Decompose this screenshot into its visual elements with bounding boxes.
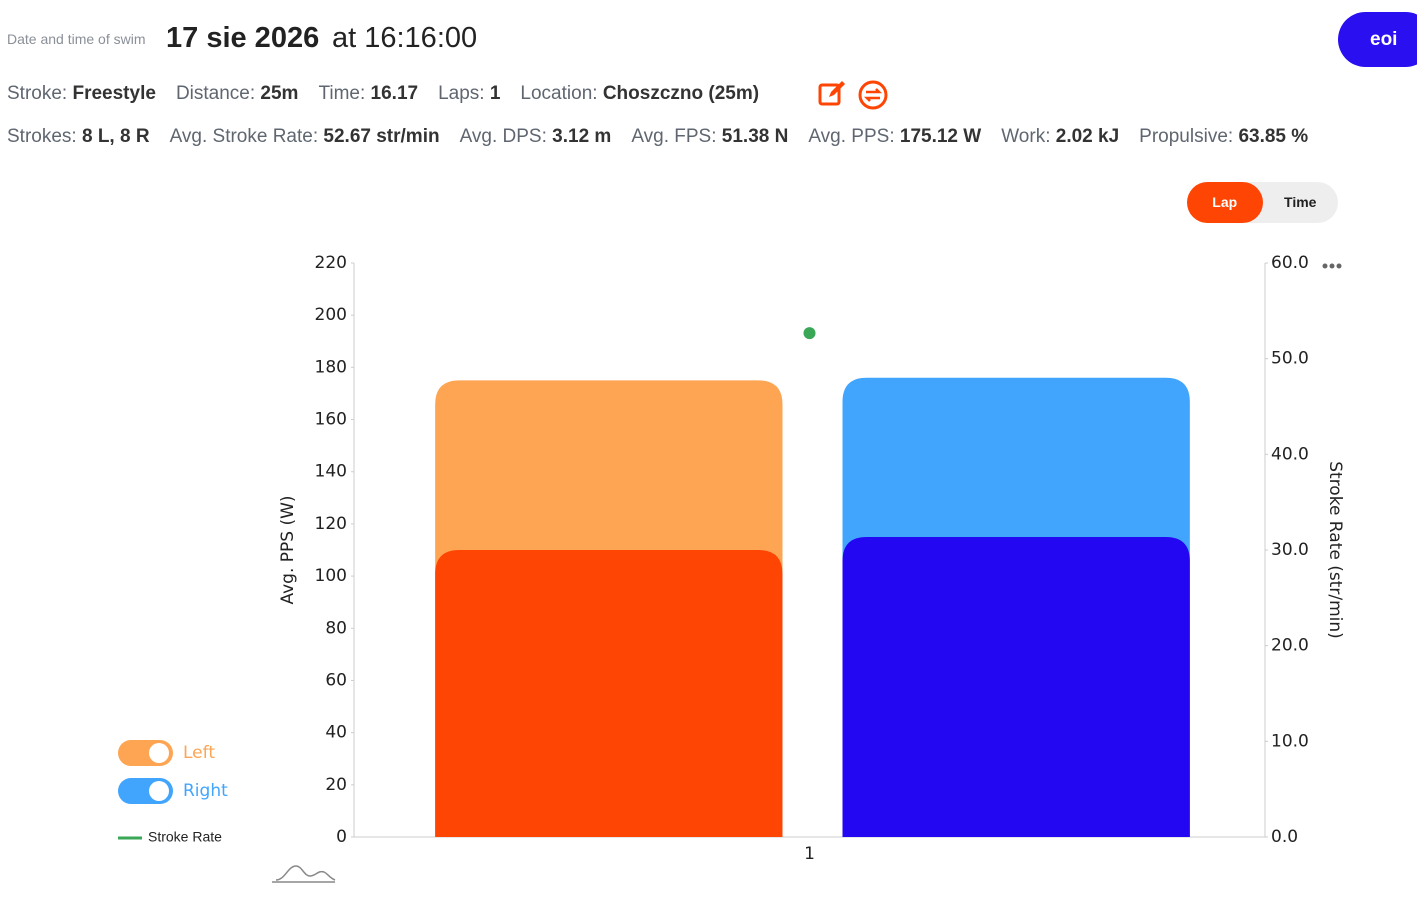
y2-tick-label: 60.0 [1271, 253, 1309, 273]
legend-toggle[interactable] [118, 740, 173, 766]
stat: Strokes: 8 L, 8 R [7, 126, 150, 148]
y2-tick-label: 50.0 [1271, 349, 1309, 369]
stat: Avg. DPS: 3.12 m [460, 126, 612, 148]
user-button[interactable]: eoi [1338, 12, 1417, 67]
stat-value: 51.38 N [721, 126, 789, 147]
stat-label: Strokes: [7, 126, 77, 147]
stat-value: 1 [489, 83, 501, 104]
y2-tick-label: 40.0 [1271, 444, 1309, 464]
y-tick-label: 140 [315, 462, 347, 482]
toggle-option[interactable]: Lap [1187, 182, 1263, 223]
stat-value: 175.12 W [899, 126, 982, 147]
stat-value: 8 L, 8 R [81, 126, 150, 147]
stat-label: Distance: [175, 83, 256, 104]
inner-bar [842, 536, 1190, 837]
toggle-knob [149, 781, 169, 801]
stat-value: 2.02 kJ [1055, 126, 1120, 147]
legend-toggle[interactable] [118, 778, 173, 804]
toggle-knob [149, 743, 169, 763]
stat-value: 63.85 % [1238, 126, 1309, 147]
stat-value: 3.12 m [552, 126, 612, 147]
y-tick-label: 220 [315, 253, 347, 273]
stat-label: Work: [1001, 126, 1051, 147]
legend-label: Stroke Rate [148, 829, 222, 845]
stat-label: Time: [318, 83, 366, 104]
y-tick-label: 120 [315, 514, 347, 534]
y2-axis-title: Stroke Rate (str/min) [1325, 461, 1345, 639]
bar [435, 380, 783, 837]
stat-label: Stroke: [7, 83, 68, 104]
stat: Time: 16.17 [318, 83, 418, 105]
stat-value: 25m [260, 83, 299, 104]
y-tick-label: 200 [315, 305, 347, 325]
stat-value: Freestyle [72, 83, 156, 104]
stat: Work: 2.02 kJ [1001, 126, 1119, 148]
y-axis-title: Avg. PPS (W) [278, 495, 298, 604]
y-tick-label: 20 [325, 775, 347, 795]
stat: Distance: 25m [176, 83, 299, 105]
y-tick-label: 180 [315, 357, 347, 377]
stats-row: Stroke: Freestyle Distance: 25m Time: 16.1… [7, 83, 759, 105]
swim-time: at 16:16:00 [332, 22, 478, 54]
point [803, 327, 816, 340]
stat-label: Location: [520, 83, 598, 104]
swim-date: 17 sie 2026 [166, 22, 320, 54]
swap-icon[interactable] [857, 79, 889, 111]
stat-label: Avg. Stroke Rate: [169, 126, 319, 147]
stat-label: Avg. DPS: [459, 126, 547, 147]
toggle-option[interactable]: Time [1284, 194, 1317, 210]
stat-value: 16.17 [370, 83, 419, 104]
x-tick-label: 1 [804, 844, 815, 864]
stat: Location: Choszczno (25m) [520, 83, 759, 105]
stat-label: Avg. PPS: [808, 126, 895, 147]
stat: Avg. Stroke Rate: 52.67 str/min [170, 126, 440, 148]
y2-tick-label: 0.0 [1271, 827, 1298, 847]
y2-tick-label: 10.0 [1271, 731, 1309, 751]
y-tick-label: 40 [325, 723, 347, 743]
y-tick-label: 0 [336, 827, 347, 847]
y-tick-label: 100 [315, 566, 347, 586]
y-tick-label: 80 [325, 618, 347, 638]
stat: Avg. PPS: 175.12 W [808, 126, 981, 148]
stats-row: Strokes: 8 L, 8 R Avg. Stroke Rate: 52.67… [7, 126, 1308, 148]
view-toggle: Lap Time [1187, 182, 1338, 223]
y-tick-label: 60 [325, 670, 347, 690]
edit-icon[interactable] [817, 80, 847, 108]
legend-label: Right [183, 781, 228, 801]
date-label: Date and time of swim [7, 31, 146, 47]
inner-bar [435, 550, 783, 837]
stat: Avg. FPS: 51.38 N [631, 126, 788, 148]
y2-tick-label: 20.0 [1271, 636, 1309, 656]
y-tick-label: 160 [315, 410, 347, 430]
stat-value: Choszczno (25m) [602, 83, 760, 104]
stat-value: 52.67 str/min [323, 126, 440, 147]
stat: Propulsive: 63.85 % [1139, 126, 1308, 148]
y2-tick-label: 30.0 [1271, 540, 1309, 560]
stat-label: Avg. FPS: [631, 126, 717, 147]
bar [842, 377, 1190, 837]
stat-label: Propulsive: [1139, 126, 1234, 147]
stat-label: Laps: [438, 83, 485, 104]
stat: Stroke: Freestyle [7, 83, 156, 105]
stat: Laps: 1 [438, 83, 500, 105]
legend-label: Left [183, 743, 215, 763]
